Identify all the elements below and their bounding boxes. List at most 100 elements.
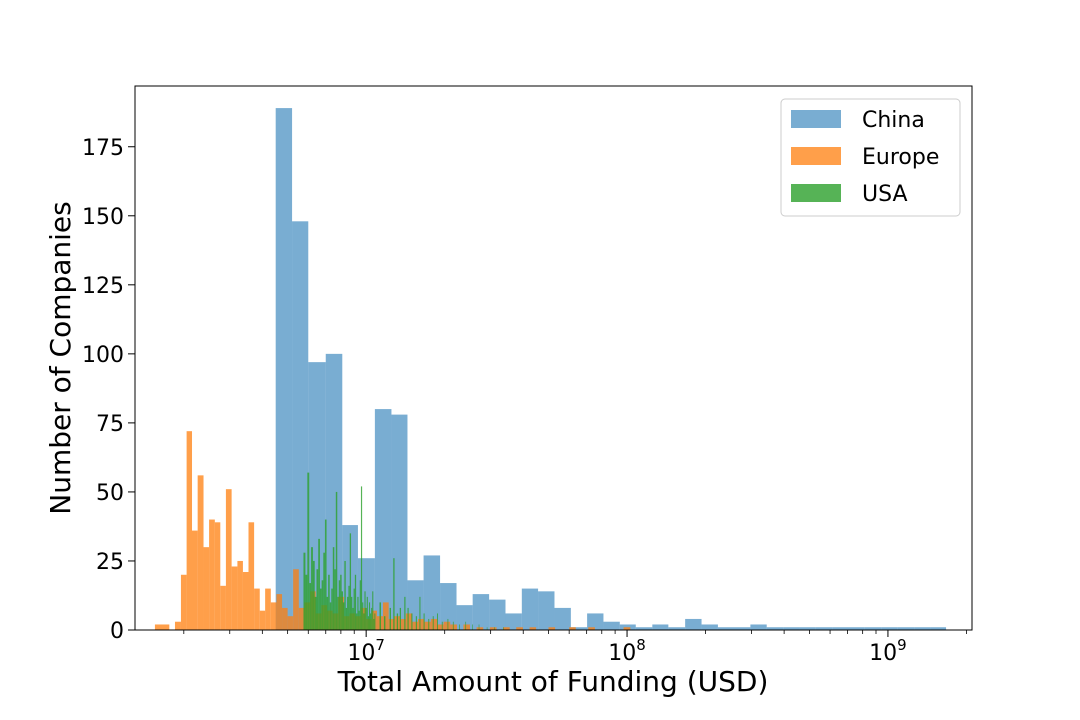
y-tick-label: 125: [82, 274, 124, 299]
bar-usa-51: [379, 602, 382, 630]
bar-usa-42: [365, 607, 367, 630]
bar-usa-50: [374, 613, 376, 630]
bar-china-36: [864, 627, 882, 630]
bar-china-10: [440, 583, 457, 630]
bar-europe-48: [437, 624, 444, 630]
bar-europe-0: [154, 624, 163, 630]
bar-usa-56: [399, 607, 401, 630]
series-china: [275, 108, 947, 631]
bar-usa-43: [366, 596, 368, 630]
plot-area-frame: [134, 85, 973, 631]
bar-china-22: [635, 627, 653, 630]
bar-usa-64: [432, 616, 434, 630]
bar-usa-37: [359, 580, 361, 630]
bar-usa-39: [362, 602, 364, 630]
bar-europe-60: [623, 627, 631, 630]
bar-usa-8: [318, 538, 320, 630]
y-tick-label: 0: [110, 619, 124, 644]
y-tick-label: 50: [96, 481, 124, 506]
bar-china-37: [881, 627, 898, 630]
bar-usa-62: [423, 613, 425, 630]
bar-europe-15: [248, 522, 255, 630]
bar-usa-69: [459, 624, 460, 630]
bar-usa-49: [373, 618, 375, 630]
bar-usa-53: [389, 607, 391, 630]
bar-china-23: [652, 624, 669, 630]
x-tick-label: 109: [869, 636, 907, 666]
bar-usa-58: [407, 607, 409, 630]
y-tick-label: 75: [96, 412, 124, 437]
y-tick-label: 150: [82, 205, 124, 230]
bar-usa-22: [340, 574, 342, 630]
bar-europe-6: [197, 475, 204, 630]
bar-usa-59: [411, 613, 413, 630]
y-tick-label: 175: [82, 136, 124, 161]
bar-europe-42: [400, 618, 406, 630]
bar-europe-13: [237, 560, 243, 630]
bar-usa-67: [447, 618, 449, 630]
bar-usa-2: [307, 472, 310, 630]
bar-europe-24: [298, 607, 305, 630]
x-tick-label: 108: [608, 636, 646, 666]
legend-label-europe: Europe: [862, 145, 939, 170]
bar-usa-10: [321, 580, 324, 630]
bar-europe-5: [192, 530, 198, 630]
bar-europe-17: [259, 610, 266, 630]
bar-europe-9: [214, 522, 221, 630]
bar-europe-39: [382, 602, 389, 630]
bar-usa-30: [351, 596, 353, 630]
bar-usa-12: [324, 519, 327, 630]
series-europe: [154, 431, 631, 630]
bar-europe-59: [588, 627, 595, 630]
bar-china-32: [799, 627, 816, 630]
bar-europe-16: [254, 588, 260, 630]
bar-china-33: [815, 627, 833, 630]
bar-europe-44: [412, 621, 418, 630]
bar-europe-46: [424, 621, 431, 630]
bar-china-1: [292, 221, 309, 630]
bar-usa-13: [326, 596, 329, 630]
legend-swatch-china: [791, 110, 841, 128]
bar-china-25: [685, 618, 702, 630]
bar-usa-33: [354, 574, 357, 630]
bar-europe-10: [220, 585, 226, 630]
bar-usa-44: [367, 616, 369, 630]
bar-usa-0: [303, 552, 306, 630]
bar-usa-57: [404, 596, 406, 630]
bar-europe-18: [265, 588, 271, 630]
bar-europe-2: [174, 621, 181, 630]
bar-usa-60: [415, 616, 417, 630]
bar-china-30: [766, 627, 784, 630]
bar-usa-29: [349, 533, 352, 630]
bar-china-6: [374, 409, 392, 630]
bar-usa-16: [331, 588, 333, 630]
bar-china-13: [489, 599, 506, 630]
bar-usa-3: [309, 583, 312, 630]
bar-usa-25: [344, 560, 346, 630]
bar-usa-61: [419, 596, 421, 630]
bar-usa-19: [335, 491, 338, 630]
bar-europe-57: [548, 627, 556, 630]
bar-usa-20: [337, 596, 339, 630]
x-tick-label: 107: [347, 636, 385, 666]
bar-china-38: [897, 627, 915, 630]
y-tick-label: 100: [82, 343, 124, 368]
bar-usa-75: [503, 627, 504, 630]
bar-europe-21: [282, 607, 288, 630]
bar-china-20: [603, 621, 620, 630]
bar-usa-73: [486, 627, 488, 630]
bar-usa-34: [356, 613, 358, 630]
bar-usa-68: [452, 621, 454, 630]
bar-usa-24: [342, 602, 345, 630]
bar-europe-7: [203, 547, 210, 630]
bar-china-0: [275, 108, 293, 631]
legend-label-china: China: [862, 108, 925, 133]
bar-usa-15: [329, 602, 332, 630]
bar-usa-66: [441, 621, 443, 630]
bar-china-17: [554, 607, 571, 630]
bar-china-26: [701, 624, 718, 630]
bar-usa-72: [478, 624, 480, 630]
bar-usa-65: [437, 613, 438, 630]
x-axis: 107 108 109: [183, 630, 967, 666]
